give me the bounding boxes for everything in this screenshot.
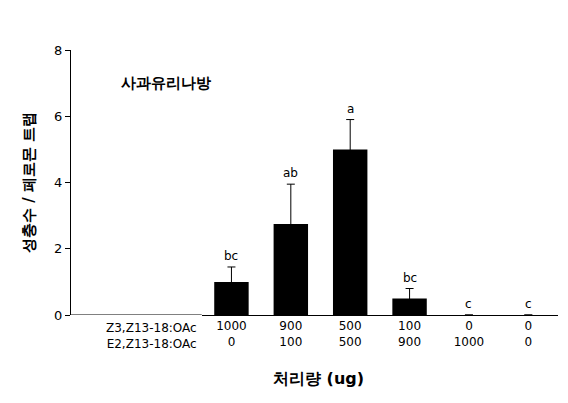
svg-text:6: 6	[54, 109, 62, 124]
svg-text:900100: 900100	[279, 319, 302, 349]
svg-text:ab: ab	[283, 166, 298, 180]
svg-text:4: 4	[54, 175, 62, 190]
svg-text:bc: bc	[403, 271, 417, 285]
svg-text:a: a	[347, 102, 354, 116]
svg-text:01000: 01000	[454, 319, 485, 349]
svg-text:처리량 (ug): 처리량 (ug)	[273, 369, 364, 388]
svg-text:Z3,Z13-18:OAcE2,Z13-18:OAc: Z3,Z13-18:OAcE2,Z13-18:OAc	[106, 321, 197, 351]
svg-text:2: 2	[54, 241, 62, 256]
svg-text:bc: bc	[224, 249, 238, 263]
svg-text:c: c	[525, 297, 532, 311]
svg-text:사과유리나방: 사과유리나방	[121, 74, 211, 92]
svg-text:100900: 100900	[398, 319, 421, 349]
svg-text:성충수 / 페로몬 트랩: 성충수 / 페로몬 트랩	[20, 112, 38, 253]
svg-text:0: 0	[54, 308, 62, 323]
svg-text:8: 8	[54, 43, 62, 58]
svg-text:500500: 500500	[339, 319, 362, 349]
svg-text:00: 00	[524, 319, 532, 349]
svg-text:c: c	[465, 297, 472, 311]
svg-text:10000: 10000	[216, 319, 247, 349]
